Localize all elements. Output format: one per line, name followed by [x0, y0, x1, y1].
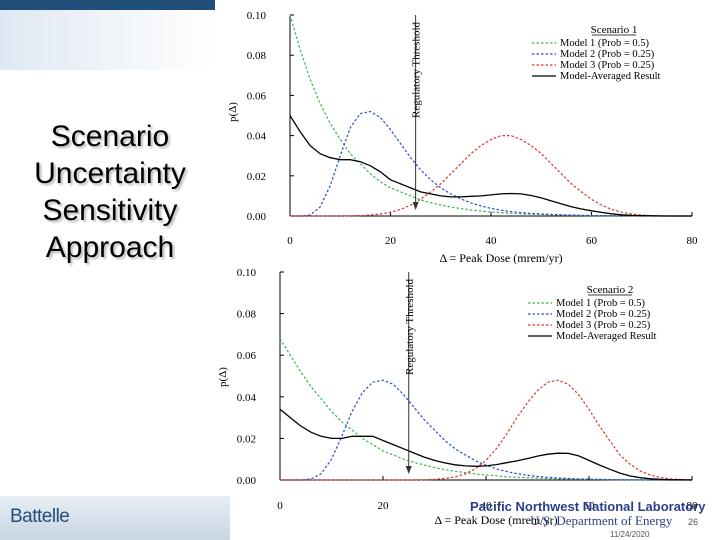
slide-title-line: Uncertainty	[34, 157, 186, 190]
y-tick-label: 0.00	[237, 475, 257, 487]
slide-title-line: Sensitivity	[42, 194, 178, 227]
legend-entry: Model 1 (Prob = 0.5)	[556, 298, 646, 309]
y-tick-label: 0.02	[237, 433, 256, 445]
threshold-arrow	[405, 466, 412, 474]
x-tick-label: 20	[378, 500, 390, 512]
threshold-arrow	[412, 202, 419, 210]
y-tick-label: 0.04	[247, 131, 267, 143]
x-tick-label: 20	[385, 235, 397, 247]
doe-logo: U.S. Department of Energy	[530, 513, 673, 528]
series-line	[289, 14, 692, 217]
slide-title: Scenario Uncertainty Sensitivity Approac…	[10, 118, 210, 266]
y-tick-label: 0.02	[247, 171, 266, 183]
chart-1: 0.00 0.02 0.04 0.06 0.08 0.10 0 20 40 60 80 p(Δ) Δ =…	[227, 10, 698, 265]
series-line	[289, 115, 692, 217]
y-tick-label: 0.04	[237, 392, 257, 404]
series-line	[290, 135, 692, 217]
x-tick-label: 0	[287, 235, 293, 247]
legend-entry: Model 1 (Prob = 0.5)	[560, 38, 650, 49]
threshold-label: Regulatory Threshold	[411, 21, 423, 118]
header-swoosh	[0, 10, 215, 70]
legend-title: Scenario 2	[587, 284, 634, 296]
y-tick-label: 0.10	[237, 267, 257, 279]
y-axis-label: p(Δ)	[227, 102, 239, 122]
y-axis-label: p(Δ)	[217, 367, 229, 387]
x-tick-label: 40	[481, 500, 493, 512]
legend-title: Scenario 1	[591, 24, 638, 36]
header-band	[0, 0, 215, 10]
legend-entry: Model 2 (Prob = 0.25)	[556, 309, 651, 320]
slide-title-line: Scenario	[50, 120, 170, 153]
x-tick-label: 0	[277, 500, 283, 512]
series-line	[280, 379, 693, 481]
legend-entry: Model-Averaged Result	[556, 331, 656, 342]
battelle-logo: Battelle	[10, 506, 70, 527]
series-line	[279, 338, 692, 481]
x-tick-label: 80	[687, 235, 699, 247]
y-tick-label: 0.06	[237, 350, 257, 362]
footer-band	[0, 496, 230, 540]
x-axis-label: Δ = Peak Dose (mrem/yr)	[434, 513, 557, 527]
series-line	[290, 110, 692, 217]
x-tick-label: 60	[586, 235, 598, 247]
slide-title-line: Approach	[45, 231, 175, 264]
page-number: 26	[688, 517, 699, 527]
y-tick-label: 0.00	[247, 211, 267, 223]
y-tick-label: 0.10	[247, 10, 267, 22]
legend-entry: Model 3 (Prob = 0.25)	[556, 320, 651, 331]
threshold-label: Regulatory Threshold	[404, 278, 416, 375]
x-tick-label: 60	[584, 500, 596, 512]
y-tick-label: 0.08	[237, 309, 257, 321]
y-tick-label: 0.06	[247, 90, 267, 102]
pnnl-logo: Pacific Northwest National Laboratory	[470, 499, 706, 514]
series-line	[279, 408, 693, 481]
y-tick-label: 0.08	[247, 50, 267, 62]
legend-entry: Model 3 (Prob = 0.25)	[560, 60, 655, 71]
series-line	[280, 379, 692, 481]
legend-box	[526, 282, 682, 352]
legend-box	[530, 22, 682, 92]
x-tick-label: 40	[486, 235, 498, 247]
legend-entry: Model 2 (Prob = 0.25)	[560, 49, 655, 60]
chart-2: 0.00 0.02 0.04 0.06 0.08 0.10 0 20 40 60 80 p(Δ) Δ =…	[217, 267, 698, 527]
x-tick-label: 80	[687, 500, 699, 512]
x-axis-label: Δ = Peak Dose (mrem/yr)	[439, 251, 562, 265]
slide-date: 11/24/2020	[610, 530, 650, 539]
legend-entry: Model-Averaged Result	[560, 71, 660, 82]
